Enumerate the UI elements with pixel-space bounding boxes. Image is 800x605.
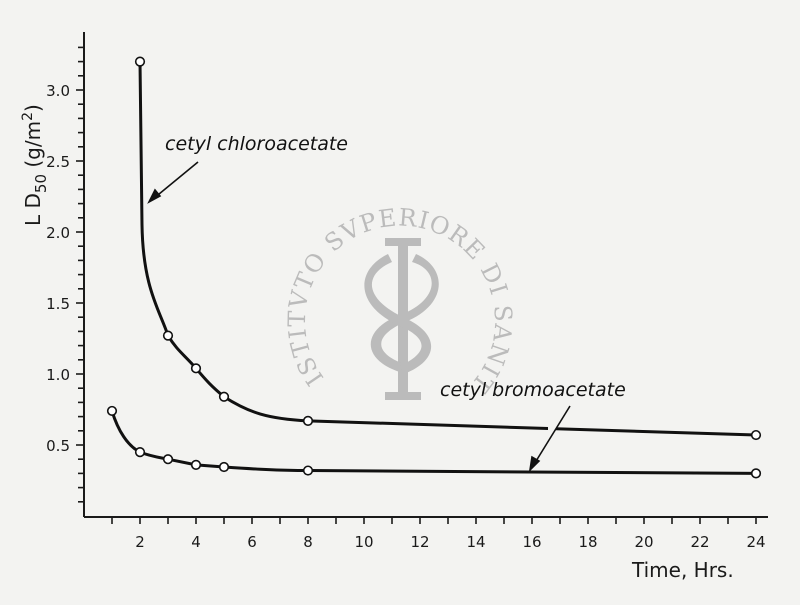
series-layer [106,56,762,479]
series-line [110,410,757,475]
y-axis-ticks: 0.5 1.0 1.5 2.0 2.5 3.0 [46,46,84,503]
x-tick-label: 6 [247,533,257,551]
y-tick-label: 2.5 [46,153,70,171]
x-tick-label: 2 [135,533,145,551]
x-tick-label: 16 [522,533,541,551]
x-tick-label: 14 [466,533,485,551]
x-tick-label: 20 [634,533,653,551]
data-point-marker [302,465,314,476]
data-point-marker [218,461,230,473]
y-tick-label: 1.5 [46,295,70,313]
data-point-marker [134,447,146,458]
data-point-marker [106,405,118,417]
arrow-icon [528,405,571,473]
x-tick-label: 18 [578,533,597,551]
arrow-icon [147,161,199,204]
x-tick-label: 22 [690,533,709,551]
data-point-marker [218,391,230,402]
watermark: ISTITVTO SVPERIORE DI SANITA [0,0,517,400]
data-point-marker [190,363,202,374]
watermark-text: ISTITVTO SVPERIORE DI SANITA [0,0,517,398]
series-label-bromoacetate: cetyl bromoacetate [440,379,626,401]
annotation-chloroacetate: cetyl chloroacetate [147,133,348,204]
series-cetyl-chloroacetate [134,56,762,441]
x-axis-ticks: 2 4 6 8 10 12 14 16 18 20 22 24 [111,517,766,551]
y-tick-label: 2.0 [46,224,70,242]
y-tick-label: 3.0 [46,82,70,100]
x-tick-label: 4 [191,533,201,551]
data-point-marker [190,459,202,470]
y-tick-label: 1.0 [46,366,70,384]
x-axis-title: Time, Hrs. [631,558,734,582]
caduceus-icon [364,238,439,400]
x-tick-label: 12 [410,533,429,551]
series-cetyl-bromoacetate [106,405,762,479]
y-tick-label: 0.5 [46,437,70,455]
data-point-marker [750,468,762,479]
line-gap [548,424,556,434]
x-tick-label: 24 [746,533,765,551]
data-point-marker [134,56,146,67]
y-axis-title: L D50 (g/m2) [20,104,50,226]
data-point-marker [302,415,314,426]
data-point-marker [162,454,174,465]
data-point-marker [750,429,762,441]
data-point-marker [162,330,174,341]
x-tick-label: 8 [303,533,313,551]
axes [83,32,768,518]
annotation-bromoacetate: cetyl bromoacetate [440,379,626,473]
series-label-chloroacetate: cetyl chloroacetate [165,133,348,155]
x-tick-label: 10 [354,533,373,551]
